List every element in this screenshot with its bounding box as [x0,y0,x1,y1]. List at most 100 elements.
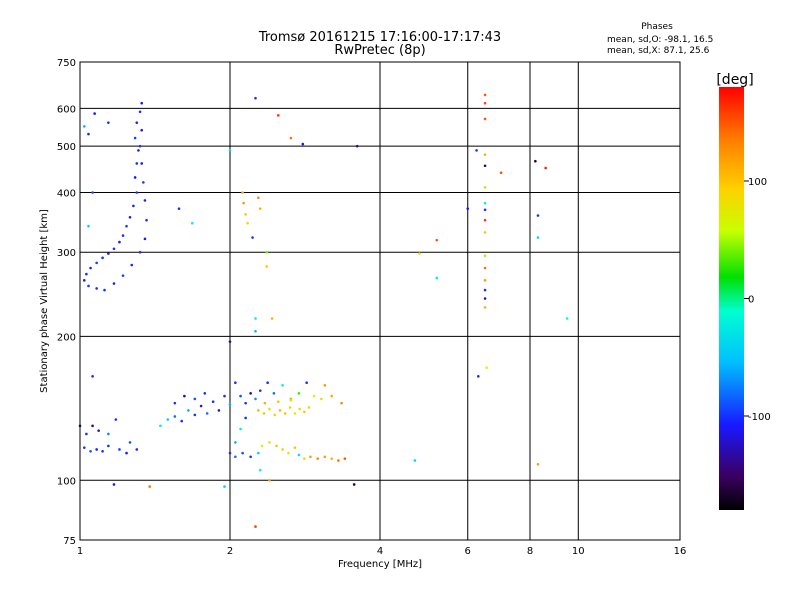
data-point [254,317,257,320]
data-point [173,401,177,405]
data-point [121,234,125,237]
data-point [112,282,116,285]
data-point [330,394,334,398]
data-point [87,132,90,136]
data-point [483,208,487,212]
data-point [133,176,137,179]
data-point [91,375,94,378]
data-point [85,272,88,276]
data-point [244,213,247,216]
data-point [254,329,257,333]
data-point [272,392,276,395]
data-point [91,191,94,194]
data-point [355,144,359,148]
data-point [89,449,92,453]
data-point [205,412,209,415]
data-point [125,451,128,455]
y-tick-label: 300 [57,248,76,259]
data-point [193,397,197,401]
plot-frame [79,61,681,541]
data-point [140,101,144,105]
data-point [483,186,487,189]
data-point [499,171,503,175]
data-point [133,136,137,140]
data-point [483,266,487,270]
data-point [234,441,237,444]
data-point [289,136,293,140]
data-point [228,451,232,455]
data-point [93,112,96,115]
data-point [242,201,245,205]
data-point [223,394,226,398]
stats-line-o: mean, sd,O: -98.1, 16.5 [607,35,713,45]
data-point [418,252,421,255]
data-point [140,128,144,132]
data-point [87,284,90,288]
x-axis-label: Frequency [MHz] [338,559,422,570]
data-point [266,381,269,385]
y-tick-label: 100 [57,476,76,487]
data-point [180,419,184,423]
data-point [281,384,284,387]
data-point [483,231,487,234]
data-point [330,457,334,460]
y-tick-label: 500 [57,142,76,153]
data-point [316,457,320,460]
data-point [128,215,132,219]
data-point [254,96,257,100]
data-point [278,409,282,412]
data-point [352,483,356,486]
data-point [249,455,252,459]
data-point [293,412,297,415]
data-point [288,406,292,409]
data-point [128,441,132,444]
data-point [312,394,316,398]
chart-title: Tromsø 20161215 17:16:00-17:17:43 [258,30,501,45]
data-point [483,201,487,205]
data-point [298,407,302,411]
data-point [85,432,88,436]
data-point [234,381,237,385]
data-point [536,463,540,466]
data-point [138,110,142,114]
data-point [228,340,232,343]
data-point [475,149,478,152]
y-axis-ticks: 75 100 200 300 400 500 600 750 [57,58,76,547]
data-point [143,237,147,241]
data-point [241,451,244,455]
data-point [268,478,271,482]
data-point [283,412,287,415]
data-point [107,432,110,436]
y-tick-label: 400 [57,188,76,199]
data-point [251,236,254,239]
data-point [265,250,269,254]
data-point [483,306,487,309]
data-point [276,400,280,404]
data-point [135,448,139,451]
data-point [199,404,203,408]
data-point [262,412,266,415]
data-point [130,263,134,267]
data-point [112,247,116,251]
grid-lines [80,62,680,540]
data-point [466,207,470,210]
data-point [173,415,177,418]
data-point [413,459,417,462]
data-point [107,444,110,448]
data-point [132,204,135,208]
data-point [483,279,487,282]
data-point [320,397,323,401]
data-point [114,418,118,421]
data-point [260,444,264,448]
data-point [145,218,148,222]
x-tick-label: 1 [77,546,83,557]
data-point [135,121,139,124]
data-point [268,407,271,411]
stats-line-x: mean, sd,X: 87.1, 25.6 [607,46,710,56]
data-point [435,238,439,242]
data-point [257,451,260,455]
data-point [143,199,147,202]
data-point [142,181,145,184]
data-point [477,375,480,378]
